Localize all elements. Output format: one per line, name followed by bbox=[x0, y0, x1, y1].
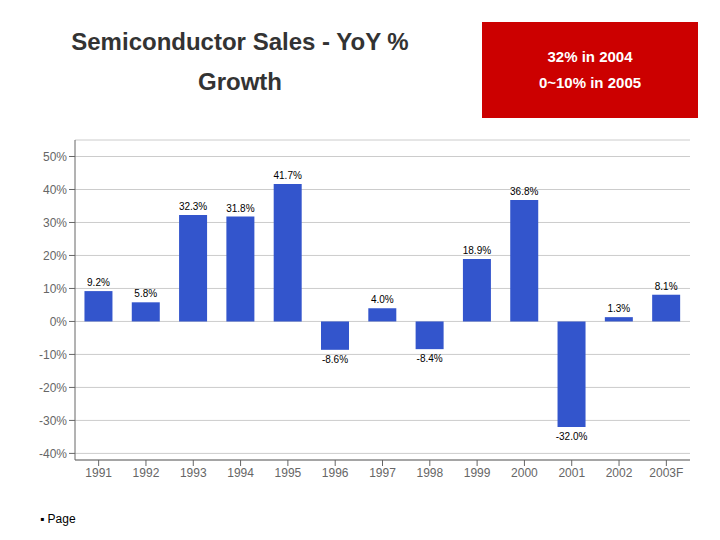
svg-text:1994: 1994 bbox=[227, 466, 254, 480]
svg-text:41.7%: 41.7% bbox=[274, 170, 302, 181]
svg-text:1.3%: 1.3% bbox=[607, 303, 630, 314]
svg-text:1997: 1997 bbox=[369, 466, 396, 480]
svg-text:1993: 1993 bbox=[180, 466, 207, 480]
svg-text:2002: 2002 bbox=[606, 466, 633, 480]
svg-text:9.2%: 9.2% bbox=[87, 277, 110, 288]
svg-text:18.9%: 18.9% bbox=[463, 245, 491, 256]
svg-text:1992: 1992 bbox=[133, 466, 160, 480]
svg-text:50%: 50% bbox=[43, 150, 67, 164]
svg-text:32.3%: 32.3% bbox=[179, 201, 207, 212]
svg-text:-10%: -10% bbox=[39, 348, 67, 362]
svg-text:31.8%: 31.8% bbox=[226, 203, 254, 214]
svg-text:-40%: -40% bbox=[39, 447, 67, 461]
svg-text:5.8%: 5.8% bbox=[134, 288, 157, 299]
svg-text:36.8%: 36.8% bbox=[510, 186, 538, 197]
svg-text:1998: 1998 bbox=[416, 466, 443, 480]
svg-text:30%: 30% bbox=[43, 216, 67, 230]
svg-text:4.0%: 4.0% bbox=[371, 294, 394, 305]
svg-text:0%: 0% bbox=[50, 315, 68, 329]
svg-text:1995: 1995 bbox=[275, 466, 302, 480]
svg-text:-20%: -20% bbox=[39, 381, 67, 395]
svg-text:2001: 2001 bbox=[558, 466, 585, 480]
svg-text:-32.0%: -32.0% bbox=[556, 431, 588, 442]
svg-text:2000: 2000 bbox=[511, 466, 538, 480]
svg-text:10%: 10% bbox=[43, 282, 67, 296]
svg-text:8.1%: 8.1% bbox=[655, 281, 678, 292]
svg-text:1991: 1991 bbox=[85, 466, 112, 480]
svg-text:-8.6%: -8.6% bbox=[322, 354, 348, 365]
html-text:Growth: Growth bbox=[198, 68, 282, 95]
svg-text:1996: 1996 bbox=[322, 466, 349, 480]
html-text:▪ Page: ▪ Page bbox=[40, 512, 76, 526]
html-text:Semiconductor Sales - YoY %: Semiconductor Sales - YoY % bbox=[71, 28, 409, 55]
svg-text:-30%: -30% bbox=[39, 414, 67, 428]
svg-text:1999: 1999 bbox=[464, 466, 491, 480]
html-text:32% in 2004 0~10% in 2005: 32% in 2004 0~10% in 2005 bbox=[538, 48, 642, 91]
svg-text:40%: 40% bbox=[43, 183, 67, 197]
svg-text:-8.4%: -8.4% bbox=[417, 353, 443, 364]
svg-text:2003F: 2003F bbox=[649, 466, 683, 480]
svg-text:20%: 20% bbox=[43, 249, 67, 263]
